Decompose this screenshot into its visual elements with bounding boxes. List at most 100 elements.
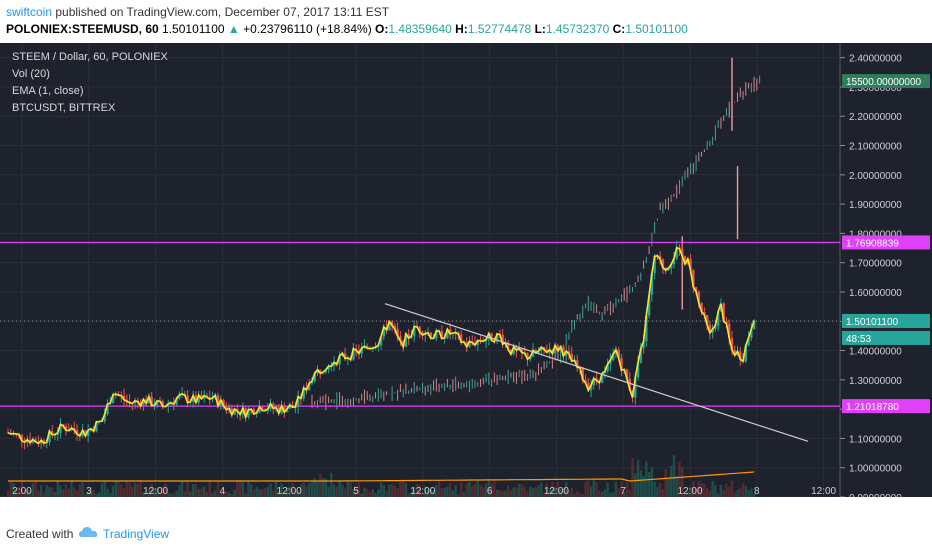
- symbol-label: POLONIEX:STEEMUSD, 60: [6, 22, 159, 36]
- volume-bar: [623, 491, 626, 497]
- volume-bar: [249, 484, 253, 497]
- candle-body: [647, 294, 651, 316]
- volume-bar: [354, 486, 358, 497]
- volume-bar: [59, 485, 62, 497]
- price-tags: 15500.00000000 1.76908839 1.50101100 48:53 1…: [842, 74, 930, 414]
- legend-overlay[interactable]: BTCUSDT, BITTREX: [12, 102, 116, 114]
- x-tick-label: 3: [86, 486, 92, 497]
- countdown-tag: 48:53: [846, 334, 871, 345]
- volume-bar: [396, 488, 399, 497]
- candle-body: [465, 342, 468, 347]
- volume-bar: [595, 482, 598, 497]
- candle-body: [64, 426, 68, 431]
- author-link[interactable]: swiftcoin: [6, 5, 53, 19]
- volume-bar: [236, 481, 239, 497]
- volume-bar: [576, 491, 579, 497]
- volume-bar: [440, 488, 444, 497]
- volume-bar: [719, 485, 723, 497]
- ema-line: [7, 246, 755, 445]
- volume-bar: [12, 483, 15, 497]
- volume-bar: [578, 493, 582, 497]
- candle-body: [42, 440, 46, 444]
- volume-bar: [111, 485, 115, 497]
- candle-body: [600, 373, 604, 383]
- candle-body: [752, 320, 756, 330]
- low-label: L:: [534, 22, 546, 36]
- legend-ema[interactable]: EMA (1, close): [12, 85, 84, 97]
- y-tick-label: 2.00000000: [849, 171, 902, 182]
- volume-bar: [700, 483, 703, 497]
- volume-bar: [92, 489, 95, 497]
- volume-bar: [559, 489, 562, 497]
- x-tick-label: 2:00: [12, 486, 32, 497]
- candle-body: [233, 408, 236, 415]
- candle-body: [636, 362, 640, 378]
- volume-bar: [302, 482, 305, 497]
- price-scale[interactable]: [840, 43, 932, 497]
- volume-bar: [274, 481, 278, 497]
- candle-body: [564, 351, 568, 356]
- candle-body: [725, 321, 728, 324]
- candle-body: [595, 378, 598, 381]
- volume-bar: [487, 480, 491, 497]
- volume-bar: [330, 472, 333, 497]
- candle-body: [421, 332, 424, 336]
- candle-body: [476, 340, 479, 346]
- last-price-value: 1.50101100: [162, 22, 225, 36]
- volume-bar: [81, 482, 84, 497]
- volume-bar: [476, 481, 479, 497]
- candle-body: [404, 333, 408, 347]
- volume-bar: [117, 481, 120, 497]
- volume-bar: [106, 488, 109, 497]
- candle-body: [512, 346, 515, 355]
- volume-bar: [23, 491, 26, 497]
- candle-body: [620, 358, 623, 371]
- volume-bar: [17, 487, 21, 497]
- candle-body: [534, 350, 537, 354]
- volume-bar: [357, 482, 361, 497]
- price-chart[interactable]: 2.40000000 2.30000000 2.20000000 2.10000000…: [0, 43, 932, 504]
- candle-body: [739, 351, 742, 360]
- volume-bar: [426, 489, 430, 497]
- volume-bar: [285, 487, 289, 497]
- volume-bar: [716, 493, 720, 497]
- volume-bar: [103, 480, 106, 497]
- volume-bar: [611, 491, 615, 497]
- volume-bar: [678, 461, 681, 497]
- volume-bar: [631, 457, 634, 497]
- volume-bar: [664, 468, 667, 497]
- volume-bar: [338, 480, 341, 497]
- candle-body: [399, 336, 402, 341]
- open-label: O:: [375, 22, 389, 36]
- candle-body: [70, 428, 73, 431]
- candle-body: [133, 400, 137, 404]
- volume-bar: [67, 488, 70, 497]
- last-price-tag-box: [842, 313, 930, 328]
- volume-bar: [564, 482, 568, 497]
- chart-area[interactable]: 2.40000000 2.30000000 2.20000000 2.10000000…: [0, 43, 932, 504]
- chart-header: swiftcoin published on TradingView.com, …: [0, 0, 932, 40]
- volume-bar: [534, 487, 537, 497]
- candle-body: [379, 336, 383, 346]
- candle-body: [288, 404, 292, 409]
- candle-body: [327, 366, 330, 370]
- candle-body: [222, 400, 225, 406]
- legend-volume[interactable]: Vol (20): [12, 68, 50, 80]
- volume-bar: [504, 490, 507, 497]
- legend-main[interactable]: STEEM / Dollar, 60, POLONIEX: [12, 51, 169, 63]
- top-value-tag-box: [842, 74, 930, 89]
- volume-bar: [200, 488, 203, 497]
- candle-body: [219, 400, 222, 406]
- volume-bar: [548, 487, 551, 497]
- candle-body: [34, 439, 37, 442]
- y-tick-label: 2.30000000: [849, 83, 902, 94]
- tradingview-link[interactable]: TradingView: [103, 527, 170, 541]
- candle-body: [194, 395, 198, 403]
- trend-line[interactable]: [384, 303, 809, 442]
- volume-bar: [647, 471, 651, 497]
- volume-bar: [600, 491, 604, 497]
- candle-body: [642, 341, 645, 349]
- volume-bar: [744, 485, 748, 497]
- chart-legend[interactable]: STEEM / Dollar, 60, POLONIEX Vol (20) EM…: [12, 51, 169, 114]
- volume-bar: [15, 490, 18, 497]
